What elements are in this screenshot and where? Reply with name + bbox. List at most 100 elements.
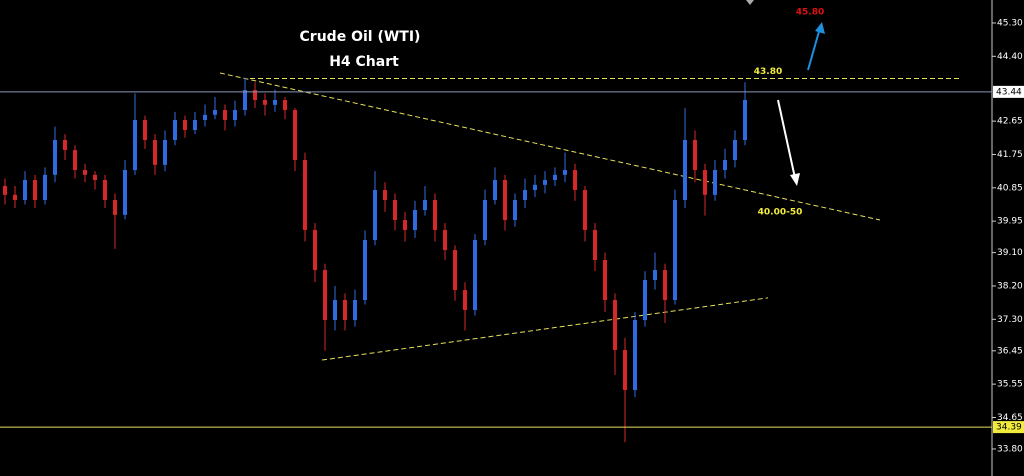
candle-body: [33, 180, 37, 201]
chart-title: Crude Oil (WTI): [300, 29, 421, 45]
candle-body: [583, 190, 587, 231]
blue-arrow: [807, 22, 825, 71]
candle-body: [193, 120, 197, 131]
candle-body: [293, 110, 297, 161]
candle-body: [123, 170, 127, 215]
candle-body: [213, 110, 217, 115]
white-arrow: [777, 99, 800, 186]
candle-body: [243, 90, 247, 111]
candle-body: [723, 160, 727, 171]
y-tick-label: 44.40: [997, 52, 1023, 62]
y-tick-label: 39.95: [997, 217, 1023, 227]
candle-body: [573, 170, 577, 191]
candle-body: [83, 170, 87, 175]
candle-body: [563, 170, 567, 175]
candle-body: [433, 200, 437, 231]
annotation: 45.80: [796, 8, 824, 18]
candle-body: [613, 300, 617, 351]
candle-body: [703, 170, 707, 195]
candle-body: [673, 200, 677, 301]
candle-body: [443, 230, 447, 251]
candle-body: [663, 270, 667, 301]
candle-body: [253, 90, 257, 101]
candle-body: [13, 194, 17, 201]
y-tick-label: 40.85: [997, 183, 1023, 193]
candle-body: [513, 200, 517, 221]
candle-body: [383, 190, 387, 201]
candle-body: [113, 200, 117, 215]
candle-body: [403, 220, 407, 231]
candle-body: [313, 230, 317, 271]
candle-body: [523, 190, 527, 201]
candle-body: [503, 180, 507, 221]
candle-body: [483, 200, 487, 241]
trendline: [321, 297, 769, 361]
annotation: 40.00-50: [758, 208, 803, 218]
plot-area: [3, 72, 960, 443]
candle-body: [323, 270, 327, 321]
candle-body: [303, 160, 307, 231]
y-tick-label: 42.65: [997, 117, 1023, 127]
candle-body: [93, 174, 97, 181]
candle-body: [593, 230, 597, 261]
candle-body: [143, 120, 147, 141]
candle-body: [73, 150, 77, 171]
y-tick-label: 45.30: [997, 18, 1023, 28]
y-tick-label: 35.55: [997, 380, 1023, 390]
candle-body: [153, 140, 157, 165]
candle-body: [423, 200, 427, 211]
candle-body: [103, 180, 107, 201]
candle-body: [373, 190, 377, 241]
level-label-box: [993, 85, 1024, 98]
candle-body: [743, 100, 747, 141]
candle-body: [553, 174, 557, 181]
annotation: 43.80: [754, 67, 782, 77]
candle-body: [3, 185, 7, 195]
level-label: 43.44: [996, 87, 1022, 97]
chart-subtitle: H4 Chart: [329, 54, 399, 70]
candle-body: [683, 140, 687, 201]
candle-body: [463, 290, 467, 311]
candle-body: [133, 120, 137, 171]
candle-body: [23, 180, 27, 201]
candle-body: [63, 140, 67, 151]
candle-body: [273, 100, 277, 105]
candle-body: [43, 174, 47, 201]
candle-body: [263, 100, 267, 105]
candle-body: [603, 260, 607, 301]
candle-body: [203, 114, 207, 121]
y-tick-label: 33.80: [997, 444, 1023, 454]
level-label-box: [993, 421, 1024, 434]
candle-body: [693, 140, 697, 171]
candle-body: [623, 350, 627, 391]
candle-body: [633, 320, 637, 391]
candle-body: [453, 250, 457, 291]
candle-body: [343, 300, 347, 321]
candle-body: [393, 200, 397, 221]
y-tick-label: 41.75: [997, 150, 1023, 160]
candle-body: [283, 100, 287, 111]
candle-body: [233, 110, 237, 121]
candle-body: [473, 240, 477, 311]
candle-body: [173, 120, 177, 141]
y-tick-label: 38.20: [997, 281, 1023, 291]
y-tick-label: 36.45: [997, 346, 1023, 356]
candle-body: [353, 300, 357, 321]
candle-body: [183, 120, 187, 131]
candle-body: [363, 240, 367, 301]
candle-body: [643, 280, 647, 321]
candle-body: [53, 140, 57, 175]
candle-body: [543, 180, 547, 185]
candle-body: [413, 210, 417, 231]
candle-body: [533, 184, 537, 191]
candle-body: [653, 270, 657, 281]
candle-body: [733, 140, 737, 161]
y-tick-label: 37.30: [997, 315, 1023, 325]
candle-body: [333, 300, 337, 321]
candle-body: [223, 110, 227, 121]
trendline: [219, 72, 881, 221]
level-label: 34.39: [996, 423, 1022, 433]
shift-marker: [746, 0, 754, 5]
